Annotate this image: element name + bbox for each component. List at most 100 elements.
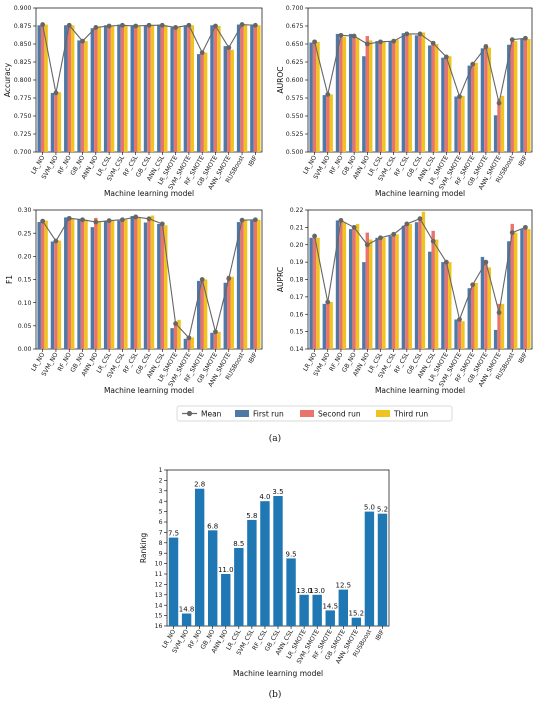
auroc-bar-third-RUSBoost bbox=[513, 41, 518, 153]
auprc-bar-second-GB_CSL bbox=[418, 220, 422, 349]
auprc-bar-second-SVM_SMOTE bbox=[457, 321, 462, 349]
f1-bar-second-ANN_SMOTE bbox=[227, 275, 231, 349]
accuracy-bar-third-LR_NO bbox=[44, 24, 48, 153]
auprc-ytick-label: 0.17 bbox=[290, 294, 304, 301]
auroc-bar-second-IBIF bbox=[523, 37, 528, 152]
auroc-bar-third-SVM_CSL bbox=[395, 39, 399, 152]
auprc-mean-point-LR_CSL bbox=[378, 235, 383, 241]
accuracy-bar-second-LR_CSL bbox=[107, 26, 111, 152]
accuracy-bar-second-ANN_SMOTE bbox=[227, 46, 231, 152]
auroc-ytick-label: 0.700 bbox=[286, 5, 304, 12]
f1-bar-second-SVM_SMOTE bbox=[187, 337, 191, 349]
f1-bar-second-LR_NO bbox=[40, 221, 45, 349]
auprc-mean-point-SVM_SMOTE bbox=[457, 317, 462, 322]
f1-mean-point-GB_CSL bbox=[146, 216, 152, 222]
auroc-bar-first-LR_CSL bbox=[375, 41, 379, 153]
ranking-ytick-label: 1 bbox=[159, 467, 163, 474]
ranking-value-label-RUSBoost: 5.0 bbox=[364, 504, 375, 512]
f1-bar-third-GB_CSL bbox=[150, 215, 155, 349]
auprc-mean-point-LR_NO bbox=[312, 233, 317, 239]
accuracy-bar-third-SVM_SMOTE bbox=[190, 25, 195, 153]
auprc-mean-point-RF_NO bbox=[338, 218, 344, 223]
ranking-xlabel: Machine learning model bbox=[233, 669, 323, 678]
accuracy-bar-second-GB_NO bbox=[80, 41, 85, 153]
auprc-xtick-label: IBIF bbox=[517, 351, 529, 365]
auroc-ytick-label: 0.575 bbox=[286, 95, 304, 102]
f1-bar-third-RF_SMOTE bbox=[203, 279, 208, 349]
auroc-bar-third-GB_NO bbox=[355, 38, 360, 152]
f1-bar-third-RUSBoost bbox=[243, 219, 248, 349]
auroc-bar-second-GB_CSL bbox=[418, 33, 422, 153]
auroc-bar-first-SVM_NO bbox=[322, 95, 327, 152]
auroc-bar-second-LR_NO bbox=[312, 41, 317, 153]
auprc-bar-third-RF_SMOTE bbox=[474, 282, 478, 349]
accuracy-ytick-label: 0.900 bbox=[14, 5, 32, 12]
auroc-ytick-label: 0.625 bbox=[286, 59, 304, 66]
f1-bar-third-LR_SMOTE bbox=[177, 319, 181, 349]
auprc-mean-point-IBIF bbox=[523, 224, 528, 230]
auroc-bar-third-RF_CSL bbox=[408, 34, 412, 152]
auroc-bar-third-LR_NO bbox=[316, 41, 320, 153]
auprc-mean-point-ANN_NO bbox=[364, 242, 370, 248]
accuracy-bar-first-RF_SMOTE bbox=[196, 54, 201, 152]
auroc-mean-point-LR_NO bbox=[312, 39, 317, 45]
accuracy-mean-point-GB_NO bbox=[80, 38, 85, 44]
auprc-bar-first-ANN_NO bbox=[362, 262, 366, 349]
auprc-bar-second-SVM_NO bbox=[326, 302, 330, 349]
f1-bar-first-ANN_NO bbox=[90, 227, 95, 349]
legend-frame bbox=[176, 405, 453, 422]
auroc-bar-third-IBIF bbox=[527, 38, 531, 152]
auprc-bar-first-RF_CSL bbox=[401, 225, 406, 349]
auroc-bar-second-ANN_SMOTE bbox=[497, 98, 501, 152]
ranking-value-label-LR_CSL: 8.5 bbox=[233, 540, 244, 548]
auprc-mean-point-RF_CSL bbox=[404, 221, 410, 227]
f1-bar-first-RF_NO bbox=[64, 217, 68, 349]
legend-second-swatch bbox=[300, 410, 314, 417]
auprc-bar-second-GB_SMOTE bbox=[484, 260, 488, 349]
auroc-ylabel: AUROC bbox=[276, 67, 285, 94]
accuracy-bar-first-SVM_CSL bbox=[117, 24, 121, 153]
auprc-bar-second-SVM_CSL bbox=[391, 234, 396, 349]
auprc-xlabel: Machine learning model bbox=[375, 386, 465, 395]
auprc-bar-third-LR_NO bbox=[316, 237, 320, 349]
auprc-ytick-label: 0.18 bbox=[290, 277, 304, 284]
f1-bar-third-LR_NO bbox=[44, 220, 48, 349]
f1-ytick-label: 0.05 bbox=[18, 323, 32, 330]
ranking-bar-ANN_CSL bbox=[286, 558, 296, 626]
accuracy-bar-third-GB_NO bbox=[84, 41, 88, 153]
auroc-bar-first-RF_SMOTE bbox=[467, 65, 471, 152]
accuracy-bar-second-IBIF bbox=[253, 25, 258, 153]
ranking-bar-RF_NO bbox=[194, 488, 205, 626]
f1-bar-first-SVM_CSL bbox=[117, 220, 121, 349]
f1-bar-second-GB_SMOTE bbox=[213, 331, 218, 349]
auroc-mean-point-RF_NO bbox=[338, 32, 344, 38]
f1-bar-second-RF_CSL bbox=[133, 216, 138, 349]
f1-bar-second-RUSBoost bbox=[240, 219, 244, 349]
auprc-bar-first-SVM_NO bbox=[322, 303, 327, 349]
ranking-ytick-label: 9 bbox=[159, 550, 163, 557]
ranking-value-label-GB_SMOTE: 12.5 bbox=[335, 582, 351, 590]
f1-bar-second-GB_CSL bbox=[147, 218, 151, 349]
ranking-bar-RUSBoost bbox=[364, 511, 375, 626]
ranking-ytick-label: 2 bbox=[159, 478, 163, 485]
accuracy-bar-third-RF_NO bbox=[70, 25, 75, 153]
auroc-bar-third-LR_CSL bbox=[382, 41, 386, 153]
ranking-xtick-label: IBIF bbox=[374, 628, 386, 642]
f1-bar-first-LR_CSL bbox=[103, 221, 108, 349]
f1-bar-first-SVM_NO bbox=[50, 241, 55, 349]
auroc-mean-point-LR_SMOTE bbox=[443, 54, 449, 60]
accuracy-bar-second-SVM_NO bbox=[54, 93, 58, 152]
f1-mean-point-LR_NO bbox=[40, 218, 46, 224]
auroc-bar-first-RF_NO bbox=[335, 33, 340, 152]
f1-bar-second-GB_NO bbox=[80, 220, 85, 349]
ranking-ytick-label: 15 bbox=[155, 613, 163, 620]
auprc-mean-point-LR_SMOTE bbox=[443, 259, 449, 265]
f1-bar-third-SVM_CSL bbox=[124, 219, 128, 349]
ranking-bar-RF_SMOTE bbox=[325, 610, 335, 626]
ranking-value-label-ANN_NO: 11.0 bbox=[218, 566, 234, 574]
ranking-value-label-SVM_NO: 14.8 bbox=[179, 606, 195, 614]
ranking-ytick-label: 16 bbox=[155, 623, 163, 630]
accuracy-bar-first-LR_NO bbox=[37, 25, 41, 153]
auroc-bar-third-ANN_SMOTE bbox=[500, 95, 505, 152]
auroc-bar-third-RF_SMOTE bbox=[474, 62, 478, 152]
